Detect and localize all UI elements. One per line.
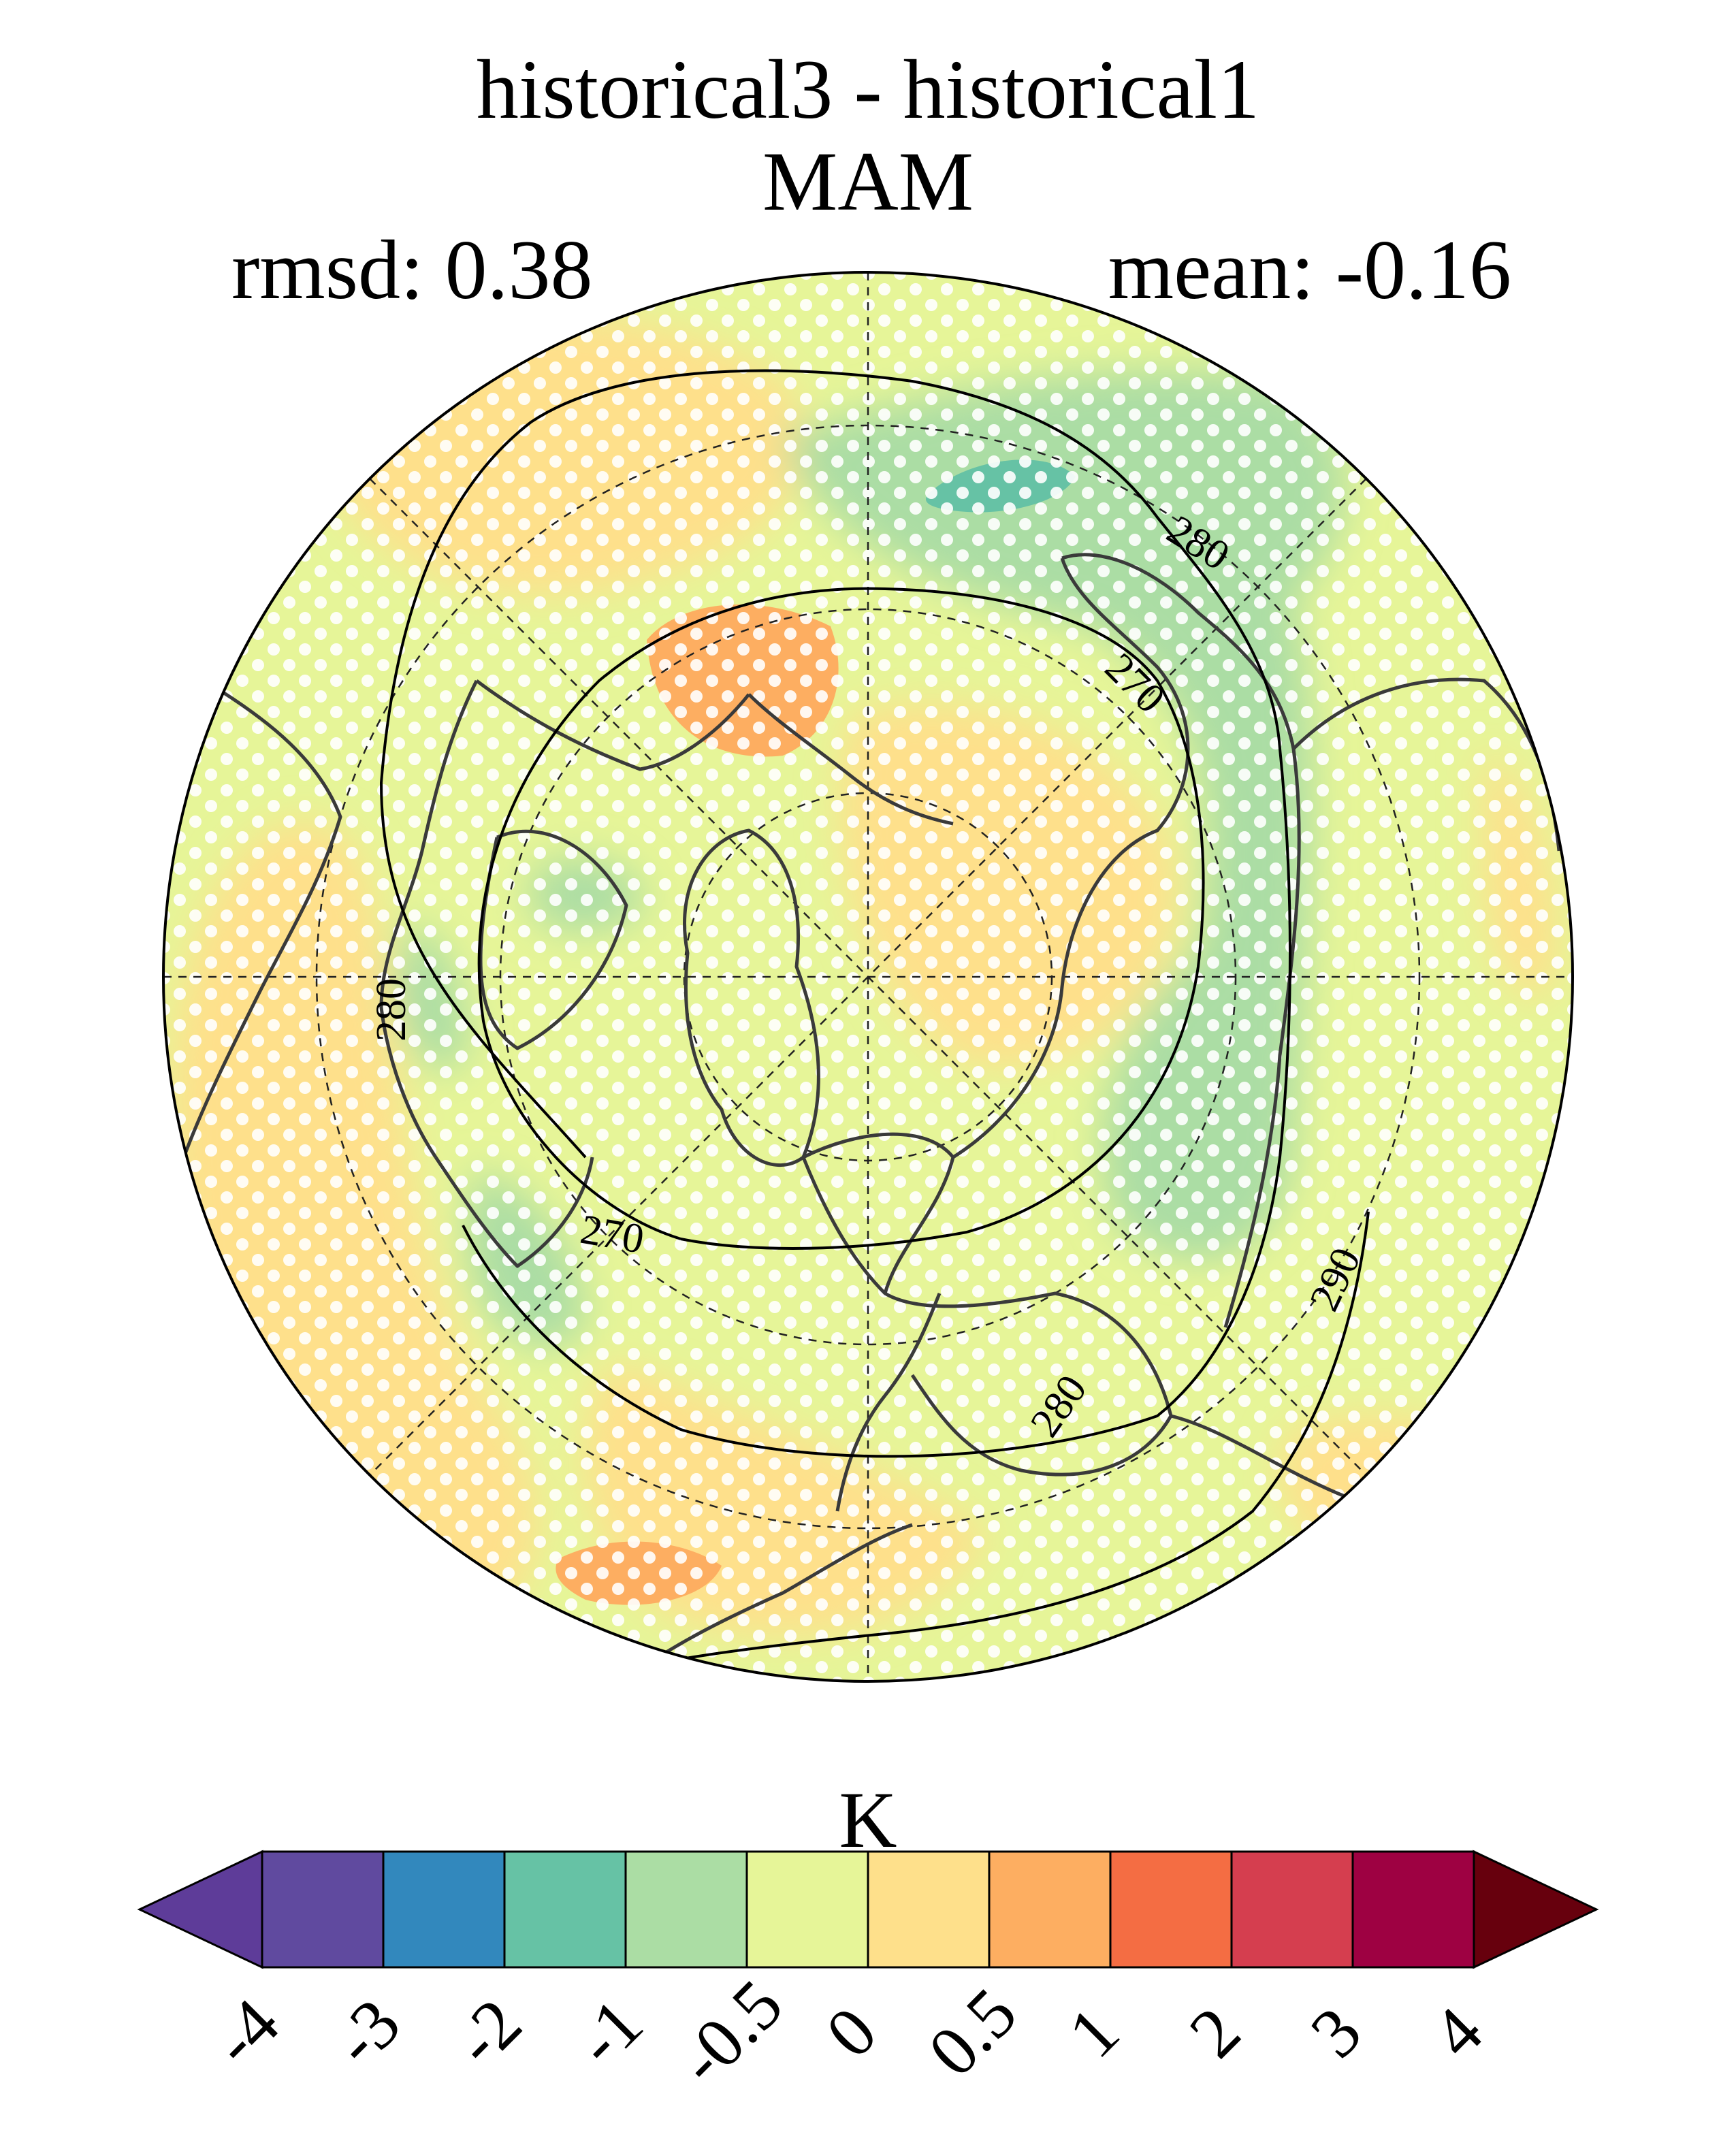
colorbar-box — [1351, 1850, 1475, 1969]
rmsd-label: rmsd: 0.38 — [231, 223, 593, 317]
colorbar-box — [1230, 1850, 1354, 1969]
colorbar-tick-labels: -4 -3 -2 -1 -0.5 0 0.5 1 2 3 4 — [197, 1965, 1497, 2100]
mean-label: mean: -0.16 — [1108, 223, 1511, 317]
colorbar-tick-label: -0.5 — [663, 1965, 798, 2100]
contour-label: 270 — [577, 1206, 647, 1263]
contour-290 — [578, 1211, 1370, 1681]
title-line-1: historical3 - historical1 — [476, 43, 1260, 136]
contour-270 — [477, 587, 1205, 1250]
colorbar-tick-label: 3 — [1296, 1992, 1377, 2073]
colorbar-extend-high — [1473, 1850, 1599, 1969]
contours — [379, 369, 1370, 1681]
colorbar-tick-label: 0 — [811, 1992, 892, 2073]
colorbar-tick-label: 0.5 — [914, 1973, 1031, 2091]
colorbar-box — [988, 1850, 1112, 1969]
polar-map: 280 270 280 270 280 290 — [162, 271, 1574, 1683]
colorbar-tick-label: -2 — [439, 1984, 536, 2081]
colorbar-box — [867, 1850, 991, 1969]
colorbar-tick-label: 2 — [1175, 1992, 1255, 2073]
colorbar-box — [261, 1850, 385, 1969]
colorbar-box — [745, 1850, 869, 1969]
colorbar-boxes — [137, 1850, 1599, 1969]
title-line-2: MAM — [762, 135, 974, 228]
map-boundary — [162, 271, 1574, 1683]
contour-label: 280 — [368, 978, 415, 1042]
colorbar-tick-label: -3 — [318, 1984, 415, 2081]
colorbar-box — [1109, 1850, 1233, 1969]
colorbar-box — [624, 1850, 748, 1969]
colorbar-tick-label: 4 — [1417, 1992, 1498, 2073]
colorbar-unit: K — [839, 1775, 897, 1865]
colorbar-tick-label: 1 — [1054, 1992, 1134, 2073]
colorbar-tick-label: -1 — [560, 1984, 658, 2081]
colorbar-box — [382, 1850, 506, 1969]
colorbar-tick-label: -4 — [197, 1984, 294, 2081]
graticule — [163, 272, 1573, 1681]
contour-280 — [379, 369, 1291, 1458]
colorbar-box — [503, 1850, 627, 1969]
colorbar-extend-low — [137, 1850, 263, 1969]
